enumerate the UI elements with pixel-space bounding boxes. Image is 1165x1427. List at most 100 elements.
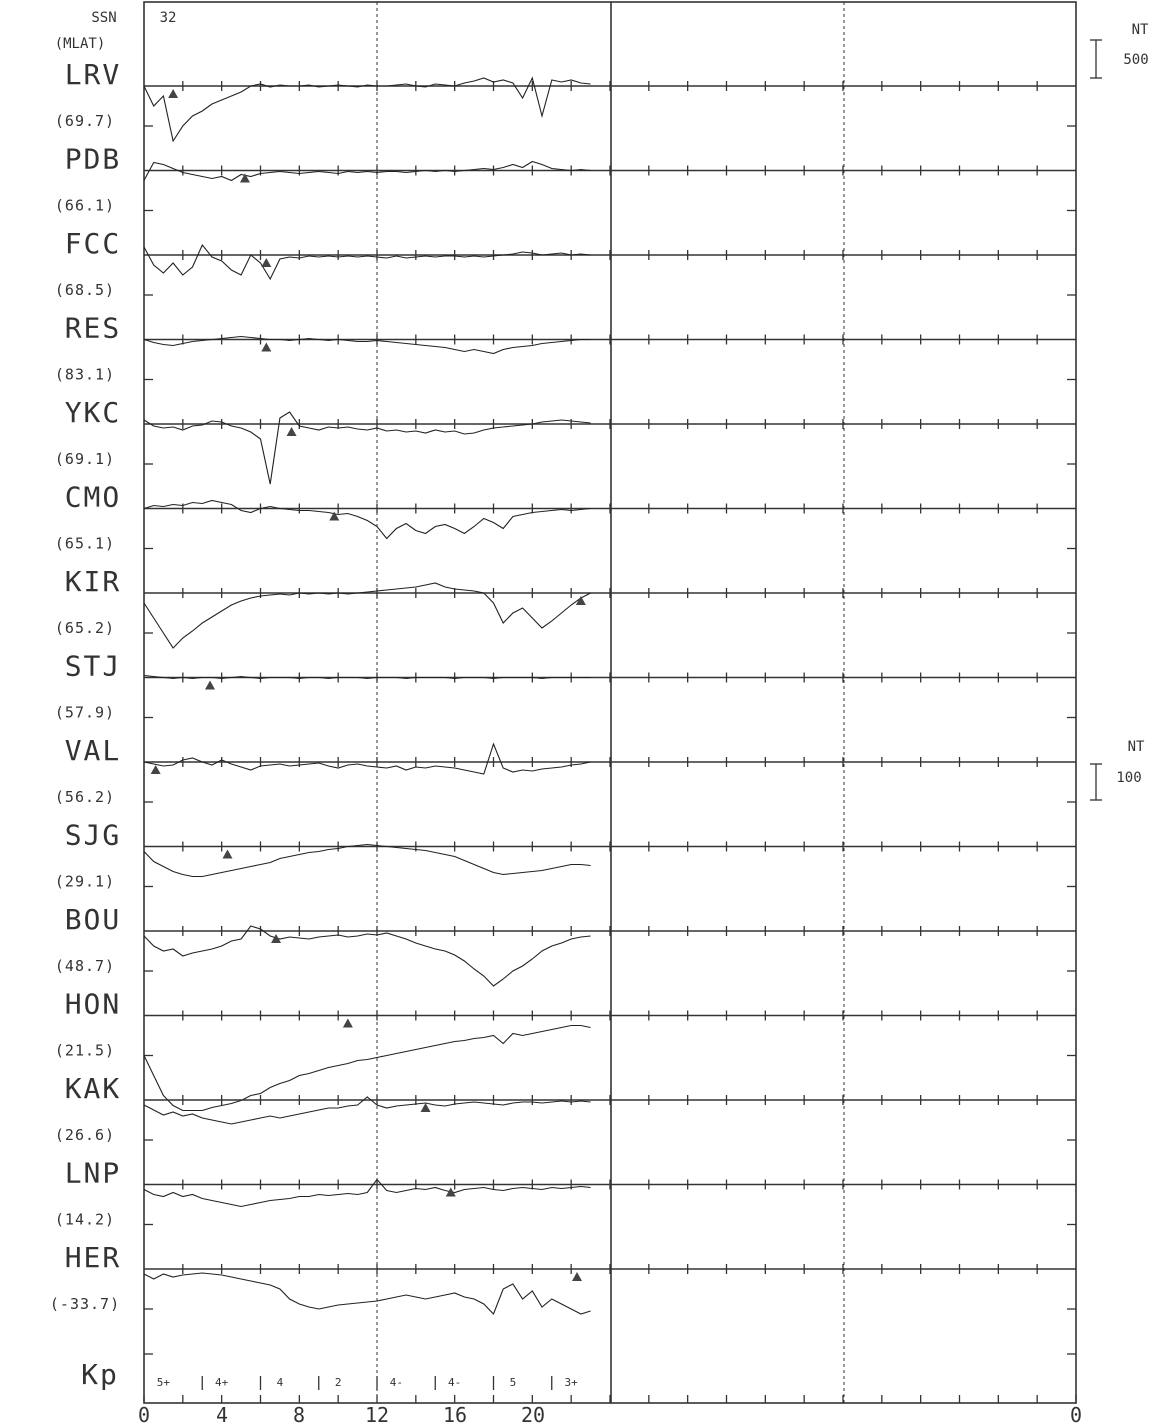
- station-code: HER: [65, 1241, 122, 1274]
- station-mlat: (-33.7): [50, 1295, 120, 1313]
- station-lrv: LRV (69.7): [55, 58, 1076, 143]
- station-code: BOU: [65, 903, 122, 936]
- station-kak: KAK (26.6): [55, 1072, 1076, 1144]
- scale-high-unit: NT: [1132, 22, 1149, 38]
- station-mlat: (65.1): [55, 535, 115, 553]
- marker-triangle: [342, 1018, 353, 1028]
- marker-triangle: [261, 342, 272, 352]
- marker-triangle: [168, 89, 179, 98]
- station-mlat: (83.1): [55, 366, 115, 384]
- station-mlat: (26.6): [55, 1126, 115, 1144]
- kp-value: 4: [277, 1376, 284, 1389]
- marker-triangle: [222, 849, 233, 859]
- trace-line: [143, 335, 591, 355]
- station-mlat: (21.5): [55, 1042, 115, 1060]
- marker-triangle: [420, 1103, 431, 1112]
- ssn-label: SSN: [91, 10, 116, 26]
- station-cmo: CMO (65.1): [55, 481, 1076, 553]
- station-code: KIR: [65, 565, 122, 598]
- station-mlat: (29.1): [55, 873, 115, 891]
- station-mlat: (68.5): [55, 281, 115, 299]
- marker-triangle: [150, 765, 161, 774]
- trace-line: [143, 582, 591, 649]
- trace-line: [143, 243, 591, 281]
- station-kir: KIR (65.2): [55, 565, 1076, 649]
- station-code: YKC: [65, 396, 122, 429]
- station-code: SJG: [65, 819, 122, 852]
- station-code: FCC: [65, 227, 122, 260]
- station-ykc: YKC (69.1): [55, 396, 1076, 485]
- station-mlat: (65.2): [55, 619, 115, 637]
- marker-triangle: [329, 511, 340, 521]
- station-code: STJ: [65, 650, 122, 683]
- x-tick-marks: [143, 1353, 1077, 1403]
- station-val: VAL (56.2): [55, 734, 1076, 806]
- scale-low-value: 100: [1116, 770, 1141, 786]
- kp-value: 4-: [390, 1376, 403, 1389]
- marker-triangle: [239, 173, 250, 183]
- trace-line: [143, 925, 591, 987]
- x-tick-label: 4: [216, 1403, 228, 1427]
- station-mlat: (56.2): [55, 788, 115, 806]
- marker-triangle: [261, 258, 272, 267]
- station-hon: HON (21.5): [55, 988, 1076, 1112]
- trace-line: [143, 1096, 591, 1125]
- kp-label: Kp: [81, 1358, 119, 1391]
- station-code: LRV: [65, 58, 122, 91]
- x-tick-labels: 0 4 8 12 16 20 0: [138, 1403, 1082, 1427]
- plot-frame: [143, 1, 1077, 1404]
- station-code: PDB: [65, 143, 122, 176]
- station-mlat: (57.9): [55, 704, 115, 722]
- station-bou: BOU (48.7): [55, 903, 1076, 987]
- station-code: LNP: [65, 1157, 122, 1190]
- station-panels: LRV (69.7) PDB (66.1) FCC (68.5) RES (83.1) YKC (…: [50, 58, 1076, 1315]
- station-mlat: (66.1): [55, 197, 115, 215]
- marker-triangle: [571, 1272, 582, 1281]
- x-tick-label: 12: [365, 1403, 389, 1427]
- station-her: HER (-33.7): [50, 1241, 1076, 1315]
- marker-triangle: [286, 427, 297, 436]
- x-tick-label: 8: [293, 1403, 305, 1427]
- trace-line: [143, 1024, 591, 1112]
- kp-value: 4+: [215, 1376, 229, 1389]
- station-lnp: LNP (14.2): [55, 1157, 1076, 1229]
- trace-line: [143, 674, 591, 680]
- kp-value: 4-: [448, 1376, 461, 1389]
- station-mlat: (69.1): [55, 450, 115, 468]
- scale-high-value: 500: [1123, 52, 1148, 68]
- marker-triangle: [445, 1187, 456, 1197]
- marker-triangle: [271, 934, 282, 943]
- x-tick-label: 0: [138, 1403, 150, 1427]
- trace-line: [143, 499, 591, 540]
- trace-line: [143, 160, 591, 182]
- station-mlat: (69.7): [55, 112, 115, 130]
- marker-triangle: [575, 596, 586, 605]
- ssn-value: 32: [160, 10, 177, 26]
- station-mlat: (48.7): [55, 957, 115, 975]
- kp-value: 5: [510, 1376, 517, 1389]
- kp-value: 3+: [565, 1376, 579, 1389]
- station-code: KAK: [65, 1072, 122, 1105]
- station-sjg: SJG (29.1): [55, 819, 1076, 891]
- station-code: VAL: [65, 734, 122, 767]
- x-end-label: 0: [1070, 1403, 1082, 1427]
- trace-line: [143, 742, 591, 775]
- trace-line: [143, 76, 591, 143]
- scale-low-unit: NT: [1128, 739, 1145, 755]
- trace-line: [143, 843, 591, 878]
- station-mlat: (14.2): [55, 1211, 115, 1229]
- trace-line: [143, 1178, 591, 1208]
- trace-line: [143, 1272, 591, 1315]
- station-pdb: PDB (66.1): [55, 143, 1076, 215]
- station-code: CMO: [65, 481, 122, 514]
- marker-triangle: [205, 680, 216, 690]
- kp-value: 5+: [157, 1376, 171, 1389]
- station-stj: STJ (57.9): [55, 650, 1076, 722]
- x-tick-label: 20: [521, 1403, 545, 1427]
- station-code: RES: [65, 312, 122, 345]
- trace-line: [143, 411, 591, 485]
- x-tick-label: 16: [443, 1403, 467, 1427]
- mlat-label: (MLAT): [55, 36, 106, 52]
- station-code: HON: [65, 988, 122, 1021]
